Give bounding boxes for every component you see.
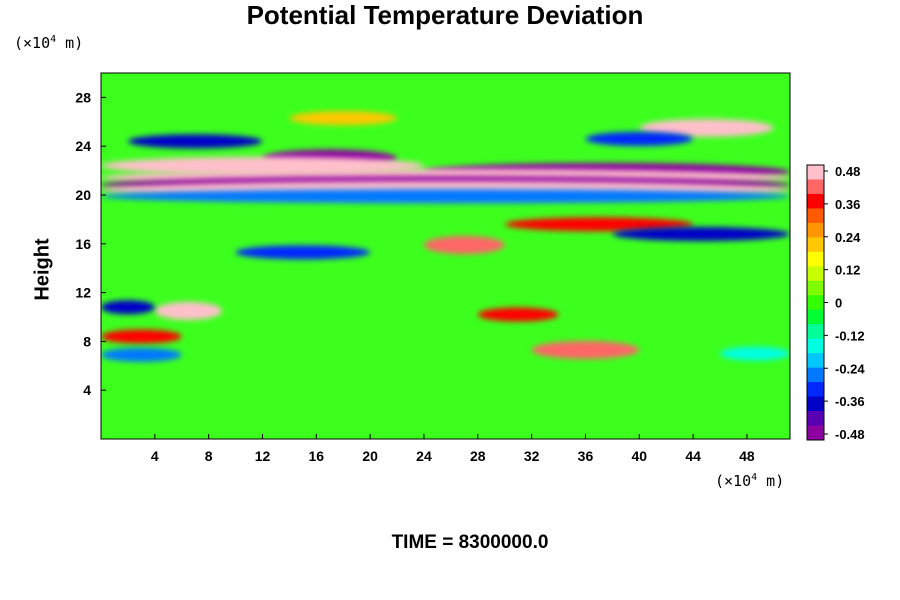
y-tick-label: 16	[75, 236, 91, 252]
x-tick-label: 16	[309, 448, 325, 464]
time-label: TIME = 8300000.0	[391, 532, 549, 553]
heatmap-band	[235, 245, 371, 260]
colorbar-segment	[807, 193, 824, 209]
heatmap-band	[720, 346, 790, 361]
heatmap-band	[154, 301, 223, 320]
colorbar-segment	[807, 266, 824, 282]
colorbar-tick-label: -0.36	[835, 394, 865, 409]
y-axis-ticks: 4 8 12 16 20 24 28	[75, 89, 106, 398]
colorbar-segment	[807, 324, 824, 340]
colorbar-segment	[807, 208, 824, 224]
x-tick-label: 8	[205, 448, 213, 464]
colorbar-segment	[807, 425, 824, 441]
x-tick-label: 36	[578, 448, 594, 464]
heatmap-band	[101, 347, 182, 362]
heatmap-band	[423, 236, 505, 255]
x-tick-label: 4	[151, 448, 159, 464]
y-tick-label: 28	[75, 89, 91, 105]
colorbar-segment	[807, 309, 824, 325]
y-tick-label: 24	[75, 138, 91, 154]
colorbar-segment	[807, 251, 824, 267]
colorbar-segment	[807, 165, 824, 180]
x-tick-label: 24	[416, 448, 432, 464]
colorbar-tick-label: -0.48	[835, 427, 865, 442]
plot-area	[100, 72, 791, 440]
colorbar-segment	[807, 222, 824, 238]
heatmap-band	[612, 227, 790, 242]
heatmap-band	[531, 340, 640, 359]
colorbar: 0.48 0.36 0.24 0.12 0 -0.12 -0.24 -0.36 -0.48	[806, 164, 865, 442]
y-tick-label: 12	[75, 285, 91, 301]
heatmap-band	[127, 134, 263, 149]
colorbar-tick-label: 0.36	[835, 197, 860, 212]
x-tick-label: 12	[255, 448, 271, 464]
colorbar-segment	[807, 411, 824, 427]
chart-title: Potential Temperature Deviation	[246, 0, 644, 30]
x-axis-unit-label: (×104 m)	[715, 472, 785, 490]
x-tick-label: 48	[739, 448, 755, 464]
colorbar-tick-label: 0.48	[835, 164, 860, 179]
x-tick-label: 44	[685, 448, 701, 464]
y-tick-label: 20	[75, 187, 91, 203]
heatmap-band	[504, 217, 694, 232]
y-tick-label: 8	[83, 333, 91, 349]
heatmap-band	[477, 307, 559, 322]
colorbar-segment	[807, 295, 824, 311]
colorbar-segment	[807, 353, 824, 369]
y-tick-label: 4	[83, 382, 91, 398]
y-axis-unit-label: (×104 m)	[14, 34, 84, 52]
colorbar-tick-label: 0.12	[835, 263, 860, 278]
plot-frame	[100, 72, 791, 440]
x-tick-label: 40	[631, 448, 647, 464]
x-tick-label: 32	[524, 448, 540, 464]
heatmap-band	[101, 300, 155, 315]
data-bands	[101, 111, 790, 362]
x-axis-ticks: 4 8 12 16 20 24 28 32 36 40 44 48	[151, 434, 755, 464]
heatmap-band	[101, 329, 182, 344]
heatmap-band	[585, 131, 694, 146]
colorbar-segment	[807, 338, 824, 354]
x-tick-label: 20	[362, 448, 378, 464]
colorbar-tick-label: -0.24	[835, 361, 865, 376]
colorbar-segment	[807, 280, 824, 296]
heatmap-band	[639, 118, 774, 137]
x-tick-label: 28	[470, 448, 486, 464]
heatmap-band	[101, 189, 790, 204]
colorbar-tick-label: 0	[835, 296, 842, 311]
colorbar-segment	[807, 367, 824, 383]
colorbar-tick-label: -0.12	[835, 328, 865, 343]
colorbar-segment	[807, 179, 824, 195]
colorbar-tick-label: 0.24	[835, 230, 861, 245]
heatmap-band	[289, 111, 398, 126]
colorbar-segment	[807, 382, 824, 398]
colorbar-segment	[807, 396, 824, 412]
colorbar-segment	[807, 237, 824, 253]
